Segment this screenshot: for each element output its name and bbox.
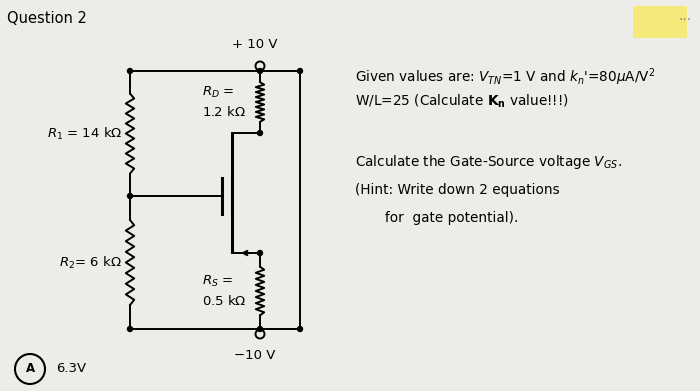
- Circle shape: [258, 326, 262, 332]
- Text: Question 2: Question 2: [7, 11, 87, 26]
- Text: $R_1$ = 14 k$\Omega$: $R_1$ = 14 k$\Omega$: [47, 126, 122, 142]
- Circle shape: [298, 68, 302, 74]
- Text: ...: ...: [679, 9, 692, 23]
- Text: Given values are: $V_{TN}$=1 V and $k_n$'=80$\mu$A/V$^2$: Given values are: $V_{TN}$=1 V and $k_n$…: [355, 66, 655, 88]
- Text: $R_2$= 6 k$\Omega$: $R_2$= 6 k$\Omega$: [60, 255, 122, 271]
- Text: (Hint: Write down 2 equations: (Hint: Write down 2 equations: [355, 183, 560, 197]
- Text: Calculate the Gate-Source voltage $V_{GS}$.: Calculate the Gate-Source voltage $V_{GS…: [355, 153, 622, 171]
- Circle shape: [127, 326, 132, 332]
- Circle shape: [298, 326, 302, 332]
- Text: + 10 V: + 10 V: [232, 38, 278, 51]
- Circle shape: [258, 251, 262, 255]
- Text: 6.3V: 6.3V: [56, 362, 86, 375]
- Circle shape: [258, 68, 262, 74]
- Text: W/L=25 (Calculate $\mathbf{K_n}$ value!!!): W/L=25 (Calculate $\mathbf{K_n}$ value!!…: [355, 93, 569, 110]
- Text: for  gate potential).: for gate potential).: [385, 211, 519, 225]
- FancyBboxPatch shape: [633, 6, 687, 38]
- Text: $R_S$ =
0.5 k$\Omega$: $R_S$ = 0.5 k$\Omega$: [202, 274, 246, 308]
- Text: A: A: [25, 362, 34, 375]
- Circle shape: [127, 68, 132, 74]
- Circle shape: [127, 194, 132, 199]
- Text: $R_D$ =
1.2 k$\Omega$: $R_D$ = 1.2 k$\Omega$: [202, 85, 246, 119]
- Circle shape: [258, 131, 262, 136]
- Text: −10 V: −10 V: [234, 349, 276, 362]
